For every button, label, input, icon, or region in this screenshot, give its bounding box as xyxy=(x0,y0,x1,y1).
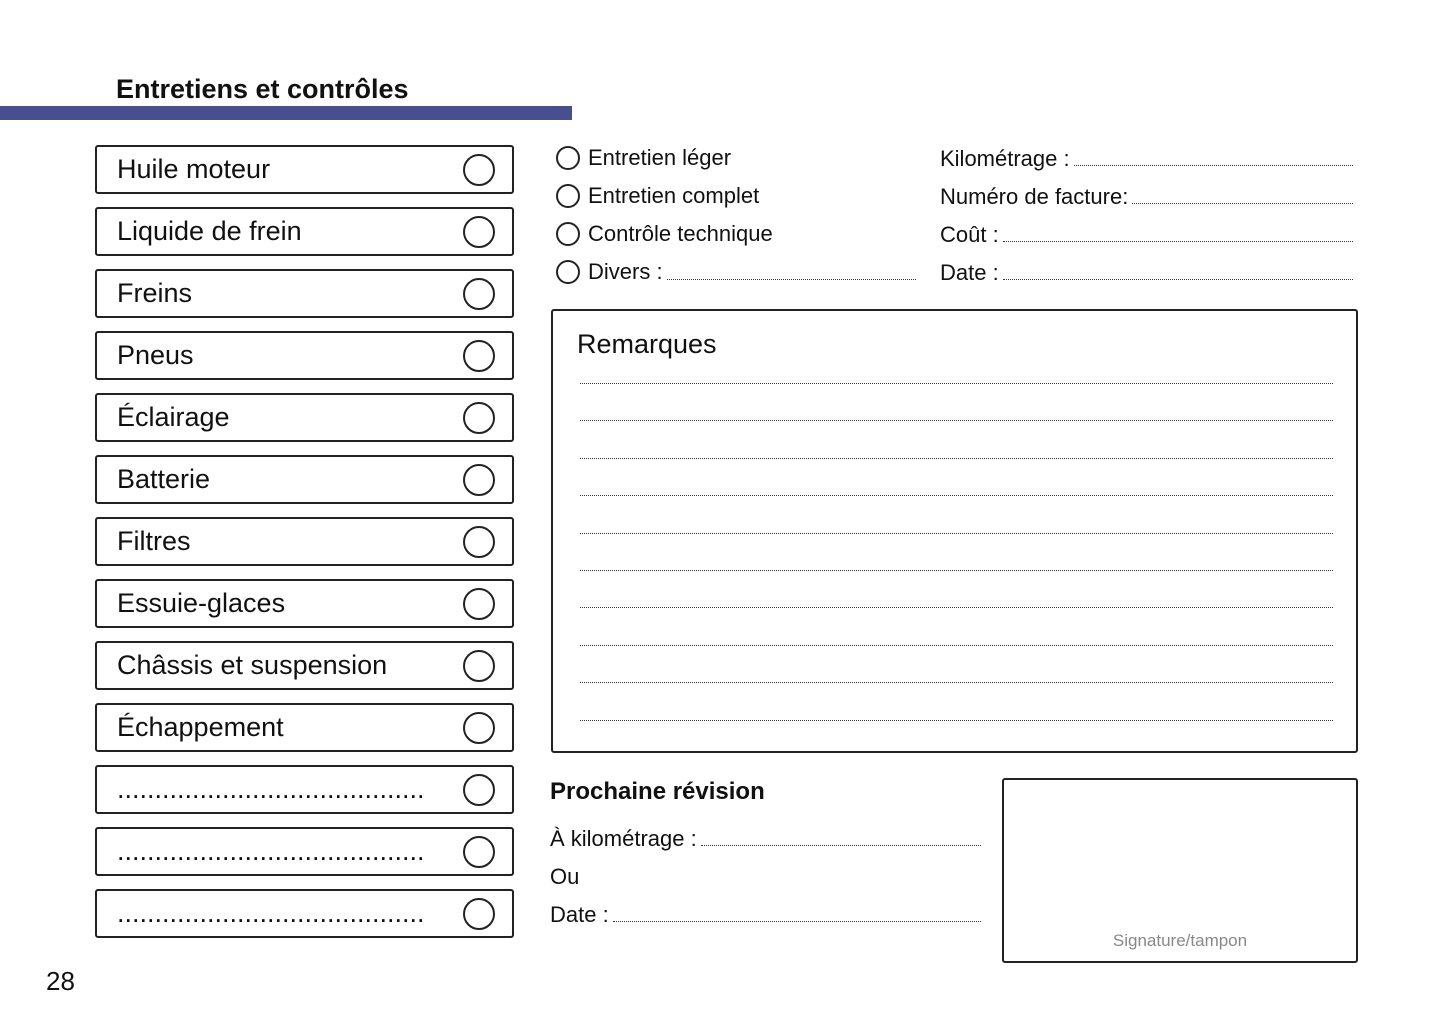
checklist-item[interactable]: Essuie-glaces xyxy=(95,579,514,628)
page-title: Entretiens et contrôles xyxy=(116,74,409,104)
header-bar xyxy=(0,106,572,120)
checklist-item-label: ........................................… xyxy=(117,774,425,804)
field-label: Date : xyxy=(940,260,999,285)
checklist-item[interactable]: Huile moteur xyxy=(95,145,514,194)
remarks-line[interactable] xyxy=(580,644,1333,646)
dotted-line xyxy=(666,279,916,280)
radio-circle[interactable] xyxy=(556,146,580,170)
or-label: Ou xyxy=(550,862,579,890)
field-label: Numéro de facture: xyxy=(940,184,1129,209)
remarks-line[interactable] xyxy=(580,682,1333,684)
checklist-item-label: Éclairage xyxy=(117,402,230,432)
radio-circle[interactable] xyxy=(556,184,580,208)
dotted-line xyxy=(1002,279,1353,280)
next-date-field[interactable]: Date : xyxy=(550,900,981,928)
remarks-box: Remarques xyxy=(551,309,1358,753)
checklist-item[interactable]: ........................................… xyxy=(95,827,514,876)
checklist-item[interactable]: ........................................… xyxy=(95,889,514,938)
checklist-item-label: Pneus xyxy=(117,340,194,370)
remarks-line[interactable] xyxy=(580,719,1333,721)
checklist-item-label: Liquide de frein xyxy=(117,216,302,246)
checkbox-circle[interactable] xyxy=(463,464,495,496)
checklist-item-label: Filtres xyxy=(117,526,191,556)
checklist-item-label: Batterie xyxy=(117,464,211,494)
checklist-item-label: Huile moteur xyxy=(117,154,271,184)
checkbox-circle[interactable] xyxy=(463,712,495,744)
checklist-item-label: ........................................… xyxy=(117,898,425,928)
checklist-item-label: Freins xyxy=(117,278,193,308)
checklist-item-label: Échappement xyxy=(117,712,284,742)
checkbox-circle[interactable] xyxy=(463,650,495,682)
dotted-line xyxy=(1002,241,1353,242)
checkbox-circle[interactable] xyxy=(463,278,495,310)
signature-box[interactable]: Signature/tampon xyxy=(1002,778,1358,963)
next-service-title: Prochaine révision xyxy=(550,778,765,805)
remarks-line[interactable] xyxy=(580,532,1333,534)
remarks-line[interactable] xyxy=(580,495,1333,497)
checklist-item[interactable]: Éclairage xyxy=(95,393,514,442)
service-field[interactable]: Date : xyxy=(940,258,1353,286)
checkbox-circle[interactable] xyxy=(463,898,495,930)
dotted-line xyxy=(700,845,981,846)
field-label: Coût : xyxy=(940,222,999,247)
checklist-item[interactable]: Freins xyxy=(95,269,514,318)
checkbox-circle[interactable] xyxy=(463,588,495,620)
option-label: Entretien léger xyxy=(588,145,732,170)
checkbox-circle[interactable] xyxy=(463,774,495,806)
checklist-item[interactable]: Batterie xyxy=(95,455,514,504)
checklist-item-label: Châssis et suspension xyxy=(117,650,388,680)
remarks-line[interactable] xyxy=(580,570,1333,571)
checklist-item[interactable]: Échappement xyxy=(95,703,514,752)
checkbox-circle[interactable] xyxy=(463,526,495,558)
dotted-line xyxy=(1132,203,1353,204)
checkbox-circle[interactable] xyxy=(463,402,495,434)
service-field[interactable]: Numéro de facture: xyxy=(940,182,1353,210)
page-number: 28 xyxy=(46,966,75,996)
remarks-title: Remarques xyxy=(577,329,717,359)
checklist-item[interactable]: Châssis et suspension xyxy=(95,641,514,690)
checkbox-circle[interactable] xyxy=(463,340,495,372)
remarks-line[interactable] xyxy=(580,420,1333,422)
service-type-option[interactable]: Contrôle technique xyxy=(556,220,773,248)
option-label: Contrôle technique xyxy=(588,221,773,246)
option-label: Divers : xyxy=(588,259,663,284)
dotted-line xyxy=(1073,165,1353,166)
checklist-item[interactable]: ........................................… xyxy=(95,765,514,814)
service-field[interactable]: Kilométrage : xyxy=(940,144,1353,172)
radio-circle[interactable] xyxy=(556,260,580,284)
checkbox-circle[interactable] xyxy=(463,836,495,868)
remarks-line[interactable] xyxy=(580,607,1333,609)
checklist-item[interactable]: Pneus xyxy=(95,331,514,380)
checklist-item[interactable]: Liquide de frein xyxy=(95,207,514,256)
next-mileage-field[interactable]: À kilométrage : xyxy=(550,824,981,852)
checkbox-circle[interactable] xyxy=(463,216,495,248)
service-type-option[interactable]: Entretien complet xyxy=(556,182,759,210)
remarks-line[interactable] xyxy=(580,457,1333,459)
option-label: Entretien complet xyxy=(588,183,760,208)
checkbox-circle[interactable] xyxy=(463,154,495,186)
radio-circle[interactable] xyxy=(556,222,580,246)
service-field[interactable]: Coût : xyxy=(940,220,1353,248)
service-type-option[interactable]: Entretien léger xyxy=(556,144,731,172)
checklist-item-label: ........................................… xyxy=(117,836,425,866)
signature-label: Signature/tampon xyxy=(1112,931,1248,950)
field-label: Kilométrage : xyxy=(940,146,1070,171)
or-text: Ou xyxy=(550,864,580,889)
checklist-item[interactable]: Filtres xyxy=(95,517,514,566)
checklist-item-label: Essuie-glaces xyxy=(117,588,286,618)
dotted-line xyxy=(612,921,981,922)
remarks-line[interactable] xyxy=(580,383,1333,384)
next-date-label: Date : xyxy=(550,902,609,927)
next-mileage-label: À kilométrage : xyxy=(550,826,697,851)
service-type-option[interactable]: Divers : xyxy=(556,258,916,286)
